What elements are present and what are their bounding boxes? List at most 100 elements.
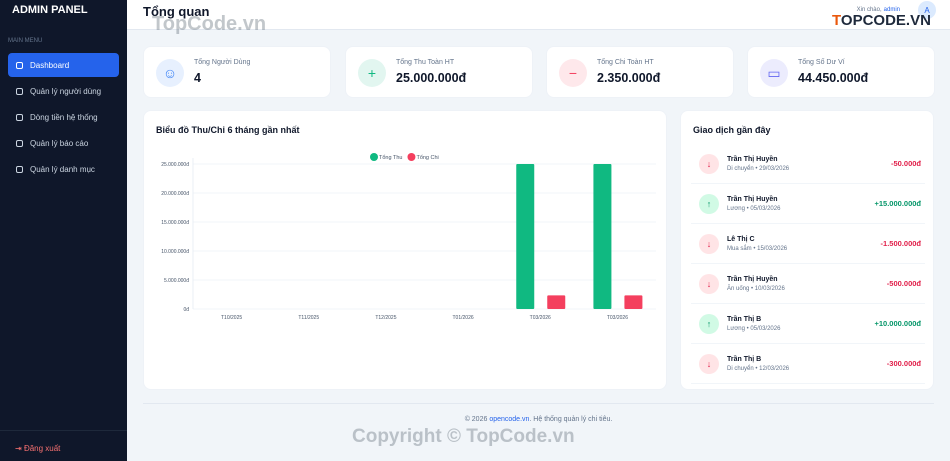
chart: Biểu đồ Thu/Chi 6 tháng gần nhất 0đ 5.000.… xyxy=(156,125,656,321)
transaction: ↓ Lê Thị C Mua sắm • 15/03/2026 -1.500.000đ xyxy=(691,224,925,264)
transaction-name: Trần Thị Huyền xyxy=(727,156,778,163)
transaction-name: Trần Thị Huyền xyxy=(727,276,778,283)
y-tick-label: 25.000.000đ xyxy=(161,162,189,168)
menu-label[interactable]: Quản lý danh mục xyxy=(30,164,95,174)
transaction-amount: -500.000đ xyxy=(886,279,921,288)
watermark: TopCode.vn xyxy=(152,13,267,35)
transaction-icon: ↓ xyxy=(699,354,719,374)
legend-label: Tổng Thu xyxy=(379,154,402,161)
legend-swatch xyxy=(407,153,416,161)
chart-card: Biểu đồ Thu/Chi 6 tháng gần nhất 0đ 5.000.… xyxy=(143,110,667,390)
logout-label[interactable]: Đăng xuất xyxy=(23,444,61,453)
stat-value: 2.350.000đ xyxy=(597,71,661,85)
x-tick-label: T10/2025 xyxy=(221,315,242,321)
y-tick-label: 5.000.000đ xyxy=(164,278,189,284)
menu-item[interactable]: Quản lý báo cáo xyxy=(8,131,119,155)
transaction-meta: Di chuyển • 29/03/2026 xyxy=(727,166,790,172)
x-tick-label: T11/2025 xyxy=(298,315,319,321)
x-tick-label: T12/2025 xyxy=(375,315,396,321)
header: Tổng quan Xin chào, admin A xyxy=(127,0,950,30)
transaction-name: Lê Thị C xyxy=(727,236,755,243)
menu-label[interactable]: Quản lý báo cáo xyxy=(30,138,89,148)
transaction-meta: Ăn uống • 10/03/2026 xyxy=(727,286,785,292)
transaction-name: Trần Thị Huyền xyxy=(727,196,778,203)
menu-icon xyxy=(16,165,23,173)
menu-item[interactable]: Dòng tiền hệ thống xyxy=(8,105,119,129)
user-name[interactable]: admin xyxy=(883,7,900,13)
page-title: Tổng quan xyxy=(143,4,210,19)
footer: © 2026 opencode.vn. Hệ thống quản lý chi… xyxy=(127,416,950,423)
menu-icon xyxy=(16,139,23,147)
footer-link[interactable]: opencode.vn xyxy=(489,416,530,423)
transaction-icon: ↓ xyxy=(699,274,719,294)
transaction: ↓ Trần Thị Huyền Di chuyển • 29/03/2026 -50… xyxy=(691,144,925,184)
stat-icon: − xyxy=(559,59,587,87)
greeting: Xin chào, admin xyxy=(857,7,900,13)
stat-label: Tổng Người Dùng xyxy=(194,59,251,66)
stat-value: 44.450.000đ xyxy=(798,71,869,85)
menu: Dashboard Quản lý người dùng Dòng tiền hệ … xyxy=(8,53,119,183)
transaction: ↑ Trần Thị B Lương • 05/03/2026 +10.000.000… xyxy=(691,304,925,344)
sidebar: ADMIN PANEL MAIN MENU Dashboard Quản lý n… xyxy=(0,0,127,461)
card-title: Giao dịch gần đây xyxy=(693,125,771,135)
stat-label: Tổng Chi Toàn HT xyxy=(597,59,654,66)
transaction-amount: -1.500.000đ xyxy=(880,239,921,248)
stat-icon: + xyxy=(358,59,386,87)
menu-item[interactable]: Dashboard xyxy=(8,53,119,77)
stat-card: + Tổng Thu Toàn HT 25.000.000đ xyxy=(345,46,533,98)
transaction-meta: Di chuyển • 12/03/2026 xyxy=(727,366,790,372)
bar xyxy=(593,164,612,309)
footer-text: . Hệ thống quản lý chi tiêu. xyxy=(529,416,613,423)
transaction-amount: +15.000.000đ xyxy=(874,199,922,208)
x-tick-label: T03/2026 xyxy=(607,315,628,321)
transaction-icon: ↑ xyxy=(699,194,719,214)
stat-icon: ☺ xyxy=(156,59,184,87)
bar xyxy=(516,164,535,309)
stat-label: Tổng Thu Toàn HT xyxy=(396,59,455,66)
app-title: ADMIN PANEL xyxy=(12,4,88,16)
menu-label[interactable]: Dòng tiền hệ thống xyxy=(30,112,98,122)
menu-item[interactable]: Quản lý người dùng xyxy=(8,79,119,103)
separator xyxy=(143,403,934,404)
x-tick-label: T03/2026 xyxy=(530,315,551,321)
y-tick-label: 0đ xyxy=(183,307,189,313)
section-label: MAIN MENU xyxy=(8,38,43,44)
transaction-icon: ↑ xyxy=(699,314,719,334)
menu-icon xyxy=(16,61,23,69)
menu-icon xyxy=(16,87,23,95)
transaction: ↓ Trần Thị Huyền Ăn uống • 10/03/2026 -500.… xyxy=(691,264,925,304)
legend-swatch xyxy=(370,153,378,161)
menu-label[interactable]: Dashboard xyxy=(30,60,70,70)
watermark-logo: TOPCODE.VN xyxy=(832,12,931,29)
transactions-card: Giao dịch gần đây ↓ Trần Thị Huyền Di chuy… xyxy=(680,110,934,390)
transaction-amount: +10.000.000đ xyxy=(874,319,922,328)
transaction-meta: Lương • 05/03/2026 xyxy=(727,206,781,212)
transaction-amount: -50.000đ xyxy=(890,159,921,168)
greeting-text: Xin chào, xyxy=(856,7,882,13)
transaction-meta: Mua sắm • 15/03/2026 xyxy=(727,246,788,252)
transaction-meta: Lương • 05/03/2026 xyxy=(727,326,781,332)
stat-card: ☺ Tổng Người Dùng 4 xyxy=(143,46,331,98)
menu-label[interactable]: Quản lý người dùng xyxy=(30,86,102,96)
menu-item[interactable]: Quản lý danh mục xyxy=(8,157,119,181)
stat-icon: ▭ xyxy=(760,59,788,87)
bar xyxy=(547,295,566,309)
logout[interactable]: ⇥ Đăng xuất xyxy=(15,444,61,453)
transaction: ↑ Trần Thị Huyền Lương • 05/03/2026 +15.000… xyxy=(691,184,925,224)
chart-title: Biểu đồ Thu/Chi 6 tháng gần nhất xyxy=(156,125,300,135)
transaction-icon: ↓ xyxy=(699,234,719,254)
footer-text: © 2026 xyxy=(464,416,488,423)
transaction: ↓ Trần Thị B Di chuyển • 12/03/2026 -300.00… xyxy=(691,344,925,384)
y-tick-label: 15.000.000đ xyxy=(161,220,189,226)
separator xyxy=(0,430,127,431)
stat-label: Tổng Số Dư Ví xyxy=(798,59,845,66)
avatar[interactable]: A xyxy=(918,1,936,19)
stat-card: − Tổng Chi Toàn HT 2.350.000đ xyxy=(546,46,734,98)
x-tick-label: T01/2026 xyxy=(453,315,474,321)
stat-card: ▭ Tổng Số Dư Ví 44.450.000đ xyxy=(747,46,935,98)
transaction-icon: ↓ xyxy=(699,154,719,174)
y-tick-label: 10.000.000đ xyxy=(161,249,189,255)
legend-label: Tổng Chi xyxy=(416,154,438,161)
bar xyxy=(624,295,643,309)
